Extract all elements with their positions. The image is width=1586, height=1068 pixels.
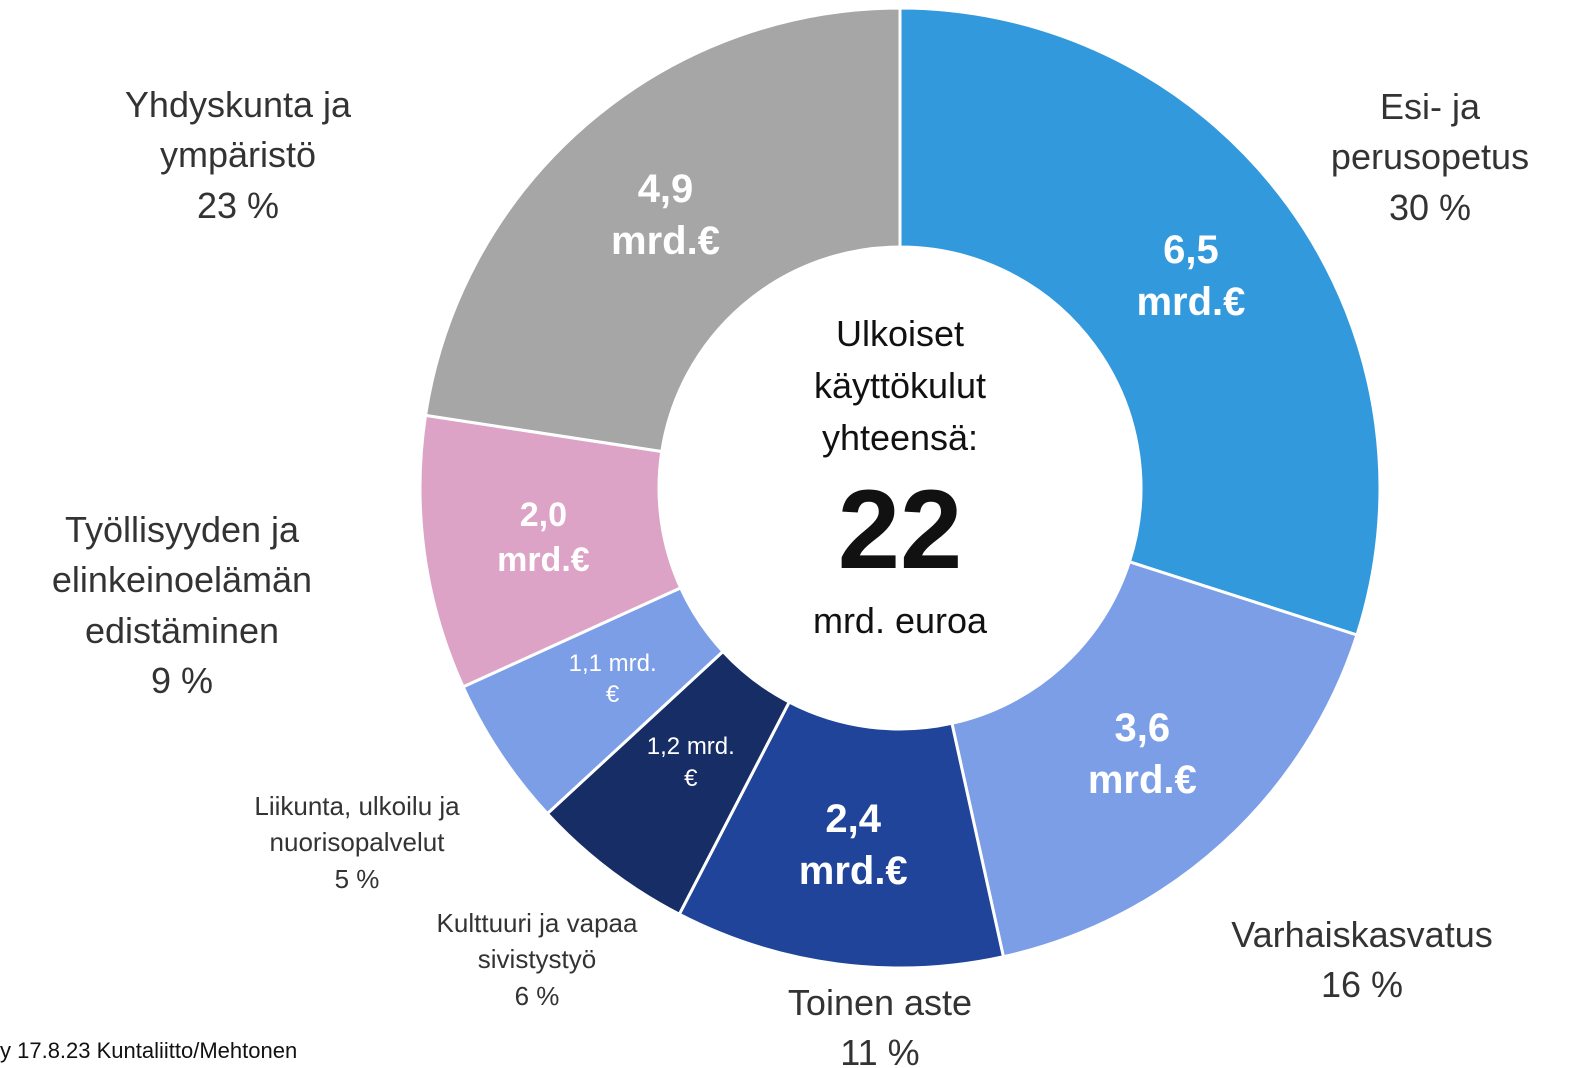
percent-label: 9 % (150, 660, 214, 702)
slice (950, 559, 1359, 959)
category-label-group: Varhaiskasvatus 16 % (1182, 910, 1542, 1011)
percent-label: 11 % (840, 1032, 920, 1068)
category-label-group: Liikunta, ulkoilu ja nuorisopalvelut 5 % (207, 788, 507, 897)
value-label: 1,2 mrd.€ (646, 733, 735, 792)
category-label-group: Esi- ja perusopetus 30 % (1290, 82, 1570, 233)
percent-label: 5 % (334, 863, 380, 894)
value-label: 6,5 mrd.€ (1136, 227, 1246, 324)
value-label: 1,1 mrd.€ (568, 649, 657, 708)
category-label-group: Yhdyskunta ja ympäristö 23 % (88, 80, 388, 231)
category-label: Esi- ja perusopetus (1330, 86, 1530, 178)
slice (898, 6, 1382, 637)
slice (677, 699, 1006, 970)
source: y 17.8.23 Kuntaliitto/Mehtonen (0, 1038, 298, 1063)
category-label: Varhaiskasvatus (1231, 914, 1493, 955)
category-label: Yhdyskunta ja ympäristö (124, 84, 352, 176)
value-label: 4,9 mrd.€ (611, 166, 720, 263)
slice (423, 6, 902, 454)
value-label: 3,6 mrd.€ (1087, 706, 1197, 803)
center-total: 22 (837, 467, 963, 592)
category-label-group: Työllisyyden ja elinkeinoelämän edistämi… (12, 505, 352, 707)
category-label-group: Kulttuuri ja vapaa sivistystyö 6 % (387, 905, 687, 1014)
category-label: Toinen aste (787, 982, 973, 1023)
center-unit: mrd. euroa (812, 600, 988, 641)
percent-label: 30 % (1388, 186, 1472, 228)
value-label: 2,4 mrd.€ (798, 796, 908, 893)
percent-label: 6 % (514, 980, 560, 1011)
center-title: Ulkoiset käyttökulut yhteensä: (813, 313, 987, 459)
percent-label: 23 % (196, 184, 280, 226)
slice (418, 413, 683, 689)
value-label: 2,0 mrd.€ (497, 496, 590, 579)
percent-label: 16 % (1320, 964, 1404, 1006)
category-label: Työllisyyden ja elinkeinoelämän edistämi… (51, 509, 313, 651)
category-label: Liikunta, ulkoilu ja nuorisopalvelut (254, 791, 460, 858)
category-label: Kulttuuri ja vapaa sivistystyö (436, 908, 638, 975)
category-label-group: Toinen aste 11 % (730, 978, 1030, 1068)
